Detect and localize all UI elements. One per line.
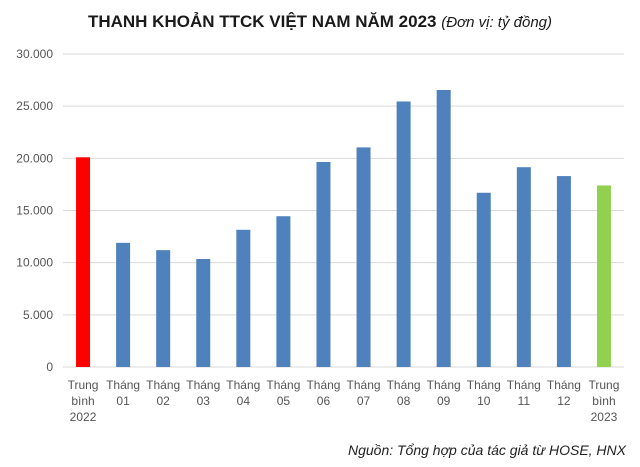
bar — [436, 89, 451, 368]
bar — [356, 147, 371, 367]
x-tick-label: 04 — [237, 394, 251, 408]
y-tick-label: 15.000 — [16, 204, 53, 218]
x-tick-label: 02 — [156, 394, 170, 408]
x-tick-label: Trung — [68, 378, 99, 392]
x-tick-label: Tháng — [347, 378, 381, 392]
x-tick-label: 08 — [397, 394, 411, 408]
x-tick-label: Tháng — [547, 378, 581, 392]
x-tick-label: Tháng — [387, 378, 421, 392]
x-tick-label: bình — [592, 394, 615, 408]
x-tick-label: 07 — [357, 394, 371, 408]
x-tick-label: 11 — [518, 394, 531, 408]
x-tick-label: 10 — [477, 394, 491, 408]
y-tick-label: 10.000 — [16, 256, 53, 270]
bar — [476, 192, 491, 367]
x-tick-label: Tháng — [467, 378, 501, 392]
x-tick-label: 01 — [116, 394, 130, 408]
y-tick-label: 30.000 — [16, 47, 53, 61]
chart-source: Nguồn: Tổng hợp của tác giả từ HOSE, HNX — [347, 442, 626, 458]
x-tick-label: Tháng — [306, 378, 340, 392]
y-tick-label: 20.000 — [16, 151, 53, 165]
x-tick-label: Tháng — [266, 378, 300, 392]
x-tick-label: Tháng — [106, 378, 140, 392]
chart-title: THANH KHOẢN TTCK VIỆT NAM NĂM 2023 — [87, 12, 437, 31]
x-tick-label: Tháng — [226, 378, 260, 392]
y-tick-label: 0 — [46, 360, 53, 374]
x-tick-label: 03 — [197, 394, 211, 408]
x-tick-label: Tháng — [427, 378, 461, 392]
bar — [396, 101, 411, 367]
chart-unit: (Đơn vị: tỷ đồng) — [441, 14, 553, 31]
x-tick-label: 06 — [317, 394, 331, 408]
bar — [316, 161, 331, 367]
chart-title-block: THANH KHOẢN TTCK VIỆT NAM NĂM 2023 (Đơn … — [0, 12, 640, 32]
x-tick-label: bình — [71, 394, 94, 408]
x-tick-label: 2022 — [70, 410, 97, 424]
y-tick-label: 25.000 — [16, 99, 53, 113]
x-tick-label: Trung — [589, 378, 620, 392]
x-tick-label: Tháng — [507, 378, 541, 392]
x-tick-label: 12 — [557, 394, 571, 408]
bar — [196, 259, 211, 367]
x-tick-label: 2023 — [591, 410, 618, 424]
bar — [516, 167, 531, 367]
x-tick-label: Tháng — [146, 378, 180, 392]
bar — [276, 216, 291, 367]
bar — [236, 229, 251, 367]
x-tick-label: Tháng — [186, 378, 220, 392]
bar — [156, 250, 171, 367]
y-tick-label: 5.000 — [23, 308, 53, 322]
x-tick-label: 05 — [277, 394, 291, 408]
x-tick-label: 09 — [437, 394, 451, 408]
bar — [116, 242, 131, 367]
bar — [596, 185, 611, 367]
bar — [76, 157, 91, 367]
bar — [556, 176, 571, 367]
